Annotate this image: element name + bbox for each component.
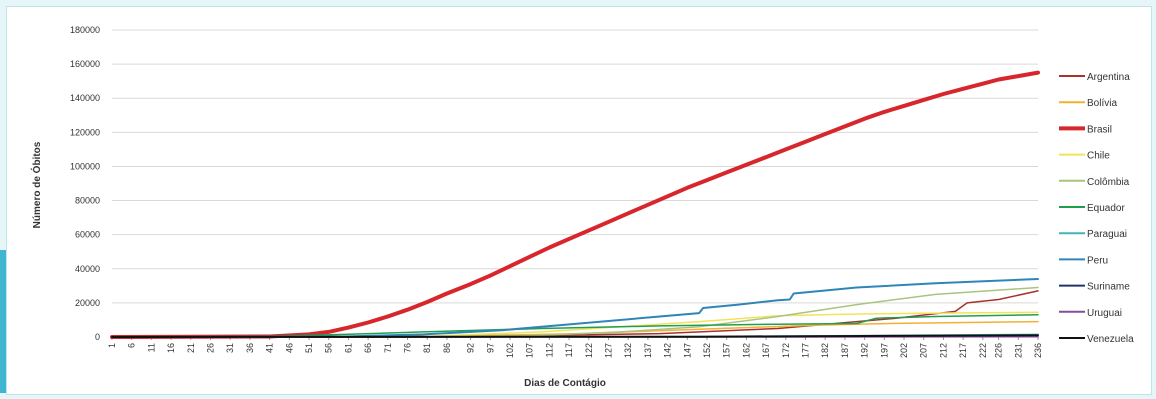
x-tick-label: 86 xyxy=(442,343,452,353)
y-tick-label: 20000 xyxy=(75,298,100,308)
x-tick-label: 41 xyxy=(265,343,275,353)
y-tick-label: 160000 xyxy=(70,59,100,69)
x-tick-label: 167 xyxy=(761,343,771,358)
x-tick-label: 6 xyxy=(127,343,137,348)
series-line xyxy=(111,314,1039,338)
x-tick-label: 222 xyxy=(978,343,988,358)
x-tick-label: 142 xyxy=(663,343,673,358)
legend-label: Uruguai xyxy=(1087,308,1122,319)
legend-label: Equador xyxy=(1087,203,1125,214)
series-line xyxy=(111,278,1039,338)
x-tick-label: 197 xyxy=(879,343,889,358)
series-line xyxy=(111,334,1039,338)
legend-label: Brasil xyxy=(1087,124,1112,135)
legend-label: Paraguai xyxy=(1087,229,1127,240)
legend-label: Venezuela xyxy=(1087,334,1134,345)
x-axis-label: Dias de Contágio xyxy=(524,378,606,389)
y-tick-label: 180000 xyxy=(70,25,100,35)
x-tick-label: 172 xyxy=(781,343,791,358)
x-tick-label: 217 xyxy=(958,343,968,358)
x-tick-label: 26 xyxy=(206,343,216,353)
x-tick-label: 157 xyxy=(722,343,732,358)
series-line xyxy=(111,290,1039,338)
x-tick-label: 182 xyxy=(820,343,830,358)
x-tick-label: 112 xyxy=(544,343,554,357)
x-tick-label: 92 xyxy=(466,343,476,353)
y-tick-label: 60000 xyxy=(75,230,100,240)
series-lines xyxy=(110,70,1040,339)
x-tick-label: 231 xyxy=(1013,343,1023,358)
series-line xyxy=(110,70,1040,339)
x-tick-label: 177 xyxy=(801,343,811,358)
x-axis-ticks: 1 6 11 16 21 26 31 36 41 46 51 56 61 66 71 76 81 86 92 97 10… xyxy=(107,337,1043,358)
y-tick-label: 0 xyxy=(95,332,100,342)
x-tick-label: 31 xyxy=(225,343,235,353)
x-tick-label: 162 xyxy=(741,343,751,358)
x-tick-label: 46 xyxy=(284,343,294,353)
x-tick-label: 117 xyxy=(564,343,574,357)
left-accent-bar xyxy=(0,250,6,393)
x-tick-label: 187 xyxy=(840,343,850,358)
legend-label: Peru xyxy=(1087,255,1108,266)
x-tick-label: 11 xyxy=(146,343,156,352)
x-tick-label: 1 xyxy=(107,343,117,348)
y-axis-ticks: 0 20000 40000 60000 80000 100000 120000 140000 1… xyxy=(70,25,100,342)
legend-label: Colômbia xyxy=(1087,177,1130,188)
x-tick-label: 137 xyxy=(643,343,653,358)
x-tick-label: 76 xyxy=(403,343,413,353)
x-tick-label: 147 xyxy=(682,343,692,358)
x-tick-label: 127 xyxy=(603,343,613,358)
legend: Argentina Bolívia Brasil Chile Colômbia Equad… xyxy=(1059,72,1134,345)
y-tick-label: 100000 xyxy=(70,161,100,171)
legend-label: Argentina xyxy=(1087,72,1130,83)
y-tick-label: 120000 xyxy=(70,127,100,137)
y-tick-label: 40000 xyxy=(75,264,100,274)
x-tick-label: 61 xyxy=(343,343,353,353)
x-tick-label: 236 xyxy=(1033,343,1043,358)
x-tick-label: 97 xyxy=(485,343,495,353)
x-tick-label: 107 xyxy=(525,343,535,358)
x-tick-label: 102 xyxy=(505,343,515,358)
x-tick-label: 71 xyxy=(383,343,393,353)
y-tick-label: 140000 xyxy=(70,93,100,103)
x-tick-label: 152 xyxy=(702,343,712,358)
x-tick-label: 207 xyxy=(919,343,929,358)
legend-label: Suriname xyxy=(1087,282,1130,293)
x-tick-label: 192 xyxy=(860,343,870,358)
legend-label: Bolívia xyxy=(1087,98,1117,109)
x-tick-label: 36 xyxy=(245,343,255,353)
x-tick-label: 226 xyxy=(994,343,1004,358)
x-tick-label: 16 xyxy=(166,343,176,353)
x-tick-label: 202 xyxy=(899,343,909,358)
x-tick-label: 212 xyxy=(938,343,948,358)
series-line xyxy=(111,311,1039,338)
y-tick-label: 80000 xyxy=(75,196,100,206)
y-axis-label: Número de Óbitos xyxy=(30,141,43,228)
x-tick-label: 122 xyxy=(584,343,594,358)
x-tick-label: 81 xyxy=(422,343,432,353)
x-tick-label: 56 xyxy=(324,343,334,353)
x-tick-label: 51 xyxy=(304,343,314,353)
x-tick-label: 21 xyxy=(186,343,196,353)
grid-lines xyxy=(112,29,1038,338)
x-tick-label: 66 xyxy=(363,343,373,353)
legend-label: Chile xyxy=(1087,151,1110,162)
x-tick-label: 132 xyxy=(623,343,633,358)
